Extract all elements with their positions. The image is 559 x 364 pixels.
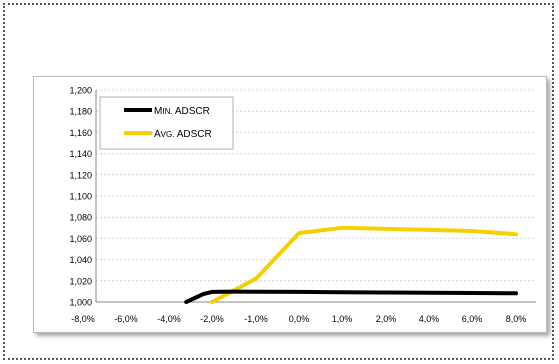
x-tick-label: 6,0% [462, 314, 483, 324]
series-line-avg-adscr [210, 225, 518, 304]
gridlines [95, 89, 536, 303]
y-tick-label: 1,020 [69, 276, 92, 286]
dotted-frame [3, 3, 554, 360]
line-chart: 1,000 1,020 1,040 1,060 1,080 1,100 1,120 1,140… [69, 86, 536, 324]
y-tick-label: 1,180 [69, 107, 92, 117]
y-tick-label: 1,000 [69, 298, 92, 308]
x-tick-label: -2,0% [200, 314, 224, 324]
legend-box [99, 96, 234, 150]
y-tick-label: 1,200 [69, 86, 92, 96]
y-tick-label: 1,080 [69, 213, 92, 223]
y-tick-label: 1,160 [69, 128, 92, 138]
legend-label-avg-adscr: AVG. ADSCR [154, 129, 212, 140]
x-tick-label: -6,0% [114, 314, 138, 324]
x-tick-label: -8,0% [71, 314, 95, 324]
legend: MIN. ADSCR AVG. ADSCR [99, 96, 234, 150]
x-tick-label: 0,0% [289, 314, 310, 324]
legend-label-min-adscr: MIN. ADSCR [154, 106, 210, 117]
x-tick-label: -4,0% [157, 314, 181, 324]
y-tick-label: 1,120 [69, 170, 92, 180]
x-tick-label: 8,0% [506, 314, 527, 324]
y-tick-label: 1,040 [69, 255, 92, 265]
y-tick-label: 1,140 [69, 149, 92, 159]
x-tick-label: 1,0% [332, 314, 353, 324]
y-axis-ticks: 1,000 1,020 1,040 1,060 1,080 1,100 1,120 1,140… [69, 86, 92, 308]
chart-container: 1,000 1,020 1,040 1,060 1,080 1,100 1,120 1,140… [33, 76, 547, 333]
x-tick-label: 4,0% [419, 314, 440, 324]
series-line-min-adscr [184, 289, 518, 304]
x-axis-ticks: -8,0% -6,0% -4,0% -2,0% -1,0% 0,0% 1,0% 2,0% 4,0… [71, 314, 526, 324]
series-lines [184, 225, 518, 304]
y-tick-label: 1,100 [69, 192, 92, 202]
x-tick-label: 2,0% [376, 314, 397, 324]
x-tick-label: -1,0% [244, 314, 268, 324]
y-tick-label: 1,060 [69, 234, 92, 244]
